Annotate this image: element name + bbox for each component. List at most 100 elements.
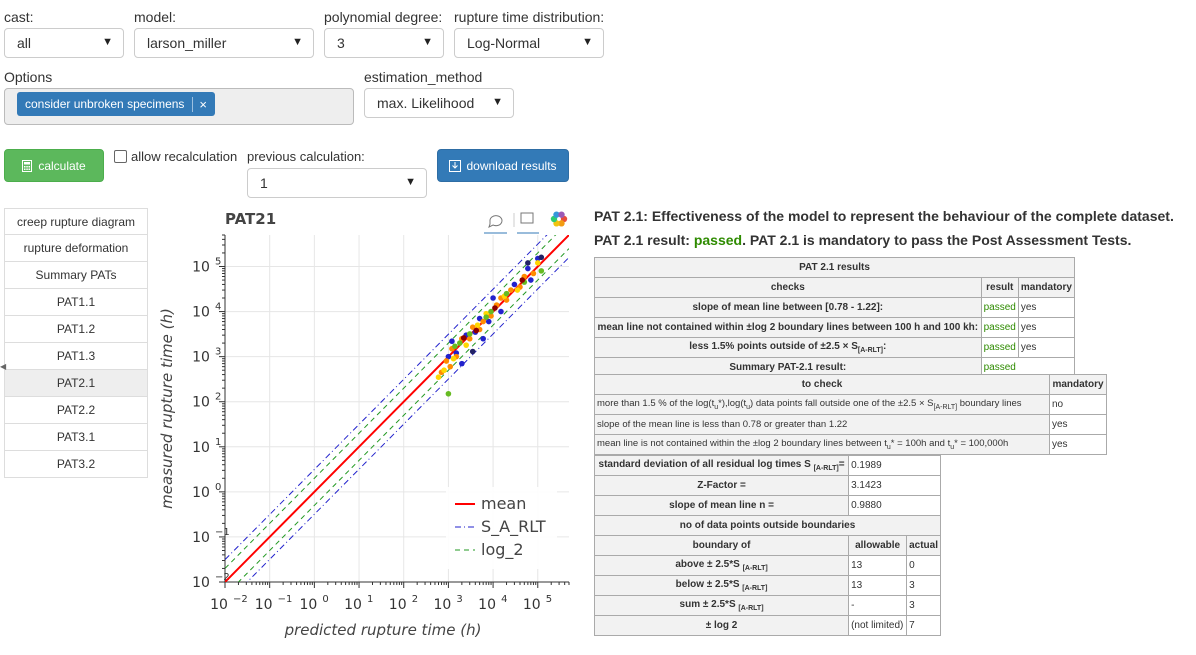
prev-calc-label: previous calculation:: [247, 149, 365, 164]
y-tick-exp: 1: [215, 437, 221, 448]
distribution-label: rupture time distribution:: [454, 9, 605, 25]
chevron-down-icon: ▼: [422, 36, 433, 48]
check-mandatory: no: [1049, 394, 1107, 415]
sub: [A-RLT]: [742, 585, 768, 592]
prev-calc-select[interactable]: 1 ▼: [247, 168, 427, 198]
sub: [A-RLT]: [933, 403, 958, 411]
cast-label: cast:: [4, 9, 34, 25]
data-point: [441, 367, 447, 374]
nav-item-rupture-deformation[interactable]: rupture deformation: [4, 235, 148, 262]
y-tick-exp: 0: [215, 482, 221, 493]
model-select[interactable]: larson_miller ▼: [134, 28, 314, 58]
message-icon: [520, 212, 534, 224]
chevron-down-icon: ▼: [492, 96, 503, 108]
col-actual: actual: [906, 535, 941, 556]
calculator-icon: [22, 159, 33, 172]
nav-item-pat2-1[interactable]: PAT2.1: [4, 370, 148, 397]
chevron-down-icon: ▼: [292, 36, 303, 48]
data-point: [534, 260, 541, 266]
x-tick-label: 10: [344, 597, 362, 613]
col-result: result: [980, 277, 1019, 298]
data-point: [447, 363, 454, 370]
y-tick-label: 10: [192, 440, 210, 456]
cast-select[interactable]: all ▼: [4, 28, 124, 58]
nav-item-pat2-2[interactable]: PAT2.2: [4, 397, 148, 424]
data-point: [469, 324, 476, 331]
log2-upper-line: [225, 235, 557, 569]
data-point: [459, 360, 465, 367]
check-text-a: more than 1.5 % of the log(t: [597, 398, 715, 410]
table-row: Z-Factor = 3.1423: [593, 475, 941, 496]
x-tick-exp: −2: [233, 594, 248, 605]
data-point: [474, 322, 481, 328]
pat-nav: creep rupture diagram rupture deformation…: [4, 208, 148, 478]
data-point: [449, 338, 455, 345]
z-label: Z-Factor =: [593, 475, 850, 496]
download-button[interactable]: download results: [437, 149, 569, 182]
estimation-select[interactable]: max. Likelihood ▼: [364, 88, 514, 118]
nav-item-pat1-3[interactable]: PAT1.3: [4, 343, 148, 370]
nav-item-pat1-2[interactable]: PAT1.2: [4, 316, 148, 343]
actual-value: 3: [906, 575, 941, 596]
check-text-b: *),log(t: [718, 398, 747, 410]
options-multiselect[interactable]: consider unbroken specimens ×: [4, 88, 354, 125]
distribution-select[interactable]: Log-Normal ▼: [454, 28, 604, 58]
slope-label: slope of mean line n =: [593, 495, 850, 516]
degree-select[interactable]: 3 ▼: [324, 28, 444, 58]
data-point: [511, 281, 518, 288]
check-result: passed: [980, 297, 1019, 318]
check-result: passed: [980, 317, 1019, 338]
data-point: [485, 318, 492, 325]
y-tick-label: 10: [192, 305, 210, 321]
summary-label: Summary PAT-2.1 result:: [594, 357, 982, 378]
estimation-label: estimation_method: [364, 69, 483, 85]
legend-label-s-a-rlt: S_A_RLT: [481, 517, 546, 537]
sub: [A-RLT]: [742, 565, 768, 572]
data-point: [466, 331, 473, 337]
boundary-text: below ± 2.5*S: [675, 579, 740, 590]
data-point: [483, 314, 489, 321]
check-mandatory: yes: [1017, 317, 1076, 338]
table-row: below ± 2.5*S [A-RLT] 13 3: [593, 575, 941, 596]
close-icon[interactable]: ×: [192, 96, 207, 112]
x-tick-exp: 5: [546, 594, 552, 605]
data-point: [538, 254, 545, 261]
x-tick-exp: 4: [501, 594, 507, 605]
data-point: [450, 355, 457, 362]
data-point: [538, 268, 545, 274]
table-row: standard deviation of all residual log t…: [593, 455, 941, 476]
y-tick-exp: 3: [215, 347, 221, 358]
check-result: passed: [980, 337, 1019, 358]
check-text-b: * = 100h and t: [890, 438, 951, 450]
calculate-button[interactable]: calculate: [4, 149, 104, 182]
boundary-label: sum ± 2.5*S [A-RLT]: [593, 595, 850, 616]
nav-marker-icon: ◀: [0, 362, 7, 371]
std-label-tail: =: [838, 459, 845, 470]
option-chip-label: consider unbroken specimens: [25, 97, 185, 111]
allowable-value: 13: [848, 575, 908, 596]
nav-item-pat3-1[interactable]: PAT3.1: [4, 424, 148, 451]
comment-icon: [488, 215, 503, 228]
sub: [A-RLT]: [738, 605, 764, 612]
table-row: above ± 2.5*S [A-RLT] 13 0: [593, 555, 941, 576]
allow-recalc-option[interactable]: allow recalculation: [114, 149, 237, 164]
stats-table: standard deviation of all residual log t…: [593, 455, 941, 636]
data-point: [528, 277, 534, 283]
data-point: [445, 353, 452, 360]
nav-item-creep-rupture-diagram[interactable]: creep rupture diagram: [4, 208, 148, 235]
y-axis-label: measured rupture time (h): [158, 308, 176, 509]
y-tick-exp: 4: [215, 302, 221, 313]
sub: u: [714, 403, 719, 411]
x-tick-label: 10: [299, 597, 317, 613]
legend-label-mean: mean: [481, 494, 526, 513]
check-mandatory: yes: [1049, 434, 1107, 455]
nav-item-pat1-1[interactable]: PAT1.1: [4, 289, 148, 316]
sub: u: [746, 403, 751, 411]
data-point: [508, 287, 514, 293]
nav-item-pat3-2[interactable]: PAT3.2: [4, 451, 148, 478]
nav-item-summary-pats[interactable]: Summary PATs: [4, 262, 148, 289]
cast-value: all: [17, 35, 32, 51]
x-tick-exp: 2: [412, 594, 418, 605]
allow-recalc-checkbox[interactable]: [114, 150, 127, 163]
boundary-text: ± log 2: [705, 620, 738, 631]
